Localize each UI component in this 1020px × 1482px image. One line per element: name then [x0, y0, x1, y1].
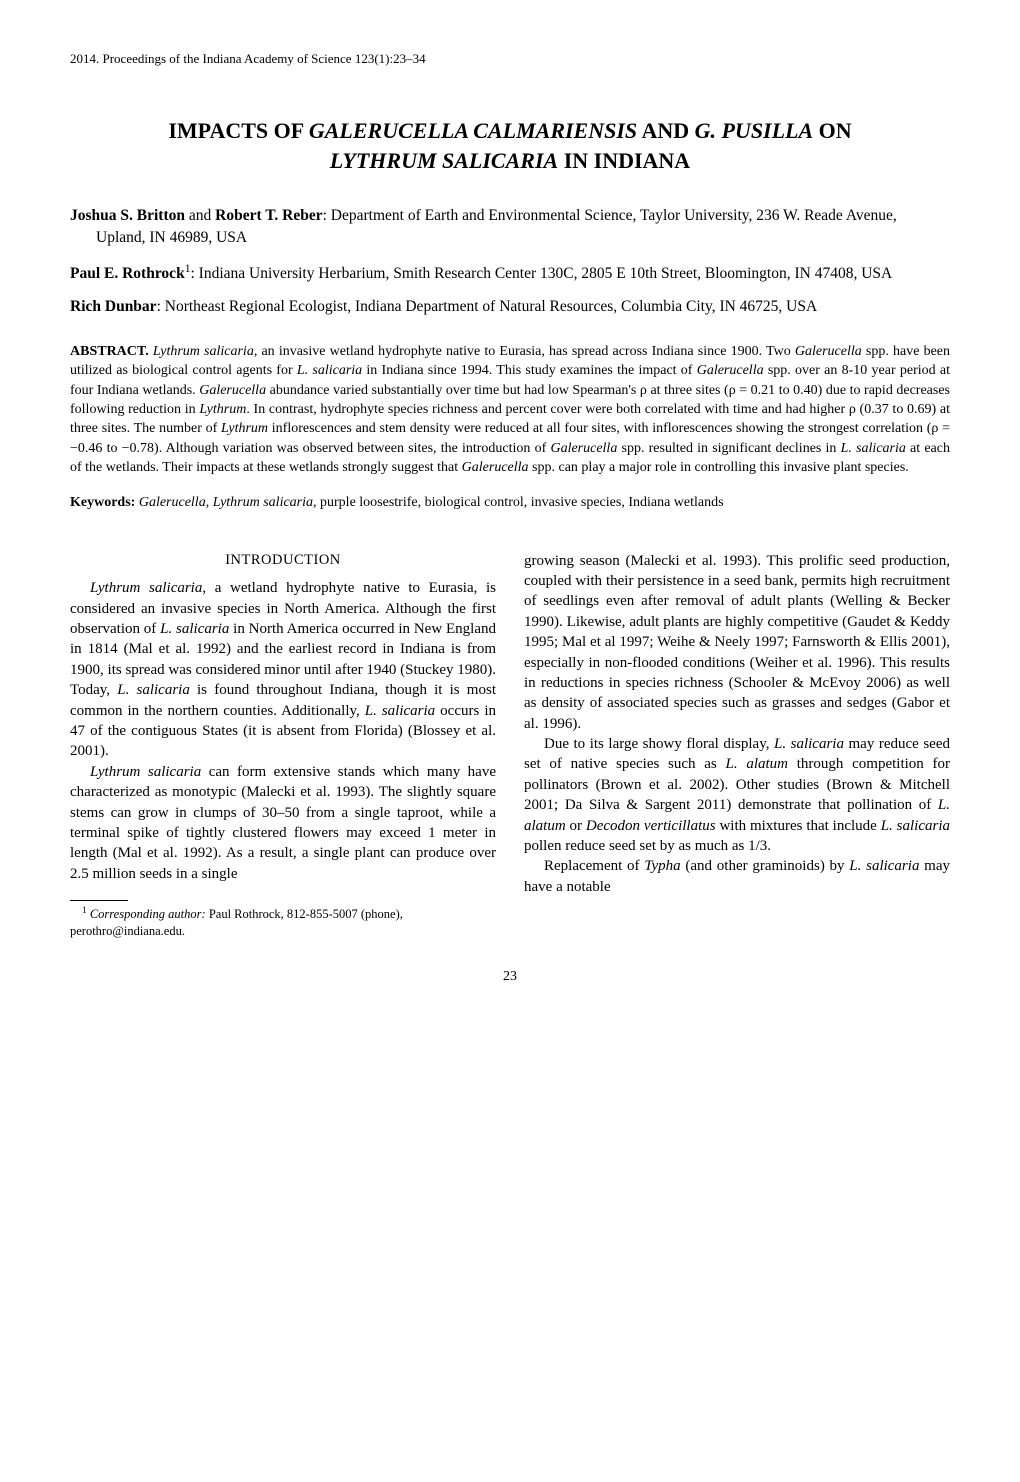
intro-heading: INTRODUCTION: [70, 551, 496, 571]
p2-b: can form extensive stands which many hav…: [70, 764, 496, 882]
title-mid-2: ON: [813, 118, 852, 143]
footnote-rule: [70, 900, 128, 901]
footnote-a: Corresponding author:: [87, 907, 206, 921]
right-para-1: growing season (Malecki et al. 1993). Th…: [524, 551, 950, 735]
rp3-b: Typha: [644, 858, 680, 874]
author-block-1: Joshua S. Britton and Robert T. Reber: D…: [70, 205, 950, 248]
title-species-1: GALERUCELLA CALMARIENSIS: [309, 118, 637, 143]
body-columns: INTRODUCTION Lythrum salicaria, a wetlan…: [70, 551, 950, 940]
abstract-t3: in Indiana since 1994. This study examin…: [362, 363, 697, 378]
column-right: growing season (Malecki et al. 1993). Th…: [524, 551, 950, 940]
author-name-2: Paul E. Rothrock: [70, 265, 185, 282]
title-mid-1: AND: [637, 118, 694, 143]
p1-a: Lythrum salicaria: [90, 580, 202, 596]
abstract-i6: Lythrum: [199, 402, 246, 417]
intro-para-1: Lythrum salicaria, a wetland hydrophyte …: [70, 578, 496, 762]
rp3-d: L. salicaria: [849, 858, 919, 874]
author-block-3: Rich Dunbar: Northeast Regional Ecologis…: [70, 296, 950, 318]
abstract-i1: Lythrum salicaria,: [153, 344, 257, 359]
abstract-i9: L. salicaria: [841, 441, 906, 456]
author-conj: and: [185, 207, 215, 224]
rp2-a: Due to its large showy floral display,: [544, 736, 774, 752]
abstract-i5: Galerucella: [199, 383, 266, 398]
rp3-a: Replacement of: [544, 858, 644, 874]
rp2-d: L. alatum: [726, 756, 789, 772]
abstract-label: ABSTRACT.: [70, 344, 149, 359]
title-species-2: G. PUSILLA: [695, 118, 814, 143]
intro-para-2: Lythrum salicaria can form extensive sta…: [70, 762, 496, 884]
title-species-3: LYTHRUM SALICARIA: [330, 148, 558, 173]
right-para-2: Due to its large showy floral display, L…: [524, 734, 950, 856]
p1-c: L. salicaria: [160, 621, 229, 637]
rp2-i: with mixtures that include: [716, 818, 881, 834]
p1-e: L. salicaria: [117, 682, 190, 698]
rp3-c: (and other graminoids) by: [681, 858, 850, 874]
paper-title: IMPACTS OF GALERUCELLA CALMARIENSIS AND …: [70, 116, 950, 178]
keyword-sep1: ,: [206, 495, 213, 510]
abstract-t1: an invasive wetland hydrophyte native to…: [257, 344, 795, 359]
keyword-i2: Lythrum salicaria: [213, 495, 313, 510]
author-affil-3: : Northeast Regional Ecologist, Indiana …: [157, 298, 818, 315]
abstract-i4: Galerucella: [697, 363, 764, 378]
abstract-i8: Galerucella: [550, 441, 617, 456]
abstract-i7: Lythrum: [221, 421, 268, 436]
rp2-j: L. salicaria: [881, 818, 950, 834]
abstract-t10: spp. can play a major role in controllin…: [529, 460, 909, 475]
title-pre: IMPACTS OF: [168, 118, 309, 143]
abstract-i3: L. salicaria: [297, 363, 362, 378]
right-para-3: Replacement of Typha (and other graminoi…: [524, 856, 950, 897]
rp2-k: pollen reduce seed set by as much as 1/3…: [524, 838, 771, 854]
abstract-i10: Galerucella: [462, 460, 529, 475]
column-left: INTRODUCTION Lythrum salicaria, a wetlan…: [70, 551, 496, 940]
abstract-block: ABSTRACT. Lythrum salicaria, an invasive…: [70, 342, 950, 477]
keyword-rest: , purple loosestrife, biological control…: [313, 495, 724, 510]
p2-a: Lythrum salicaria: [90, 764, 201, 780]
title-post: IN INDIANA: [558, 148, 690, 173]
abstract-t8: spp. resulted in significant declines in: [617, 441, 840, 456]
abstract-i2: Galerucella: [795, 344, 862, 359]
p1-g: L. salicaria: [365, 703, 435, 719]
author-block-2: Paul E. Rothrock1: Indiana University He…: [70, 261, 950, 285]
author-name-1a: Joshua S. Britton: [70, 207, 185, 224]
footnote: 1 Corresponding author: Paul Rothrock, 8…: [70, 905, 496, 940]
rp2-h: Decodon verticillatus: [586, 818, 716, 834]
author-name-3: Rich Dunbar: [70, 298, 157, 315]
rp2-g: or: [566, 818, 586, 834]
keyword-i1: Galerucella: [139, 495, 206, 510]
rp2-b: L. salicaria: [774, 736, 844, 752]
author-name-1b: Robert T. Reber: [215, 207, 322, 224]
page-number: 23: [70, 968, 950, 987]
author-affil-2: : Indiana University Herbarium, Smith Re…: [191, 265, 893, 282]
keywords-block: Keywords: Galerucella, Lythrum salicaria…: [70, 493, 950, 512]
header-citation: 2014. Proceedings of the Indiana Academy…: [70, 50, 950, 68]
keywords-label: Keywords:: [70, 495, 135, 510]
